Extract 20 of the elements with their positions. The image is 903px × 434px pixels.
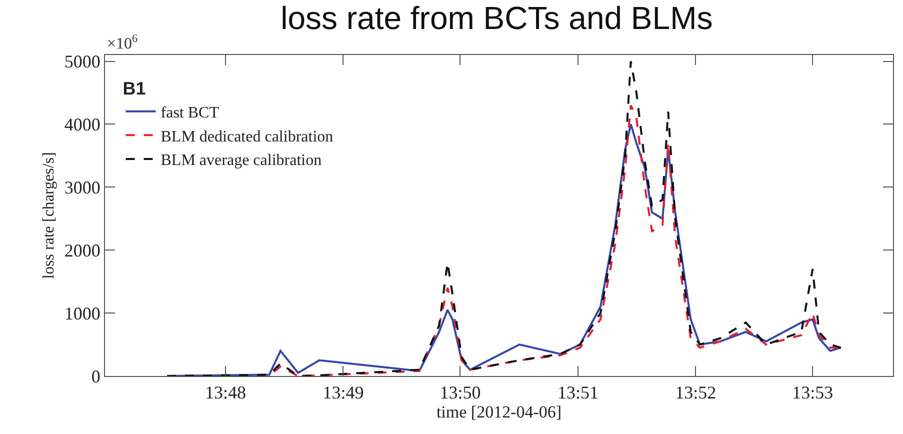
- x-tick-label: 13:49: [322, 382, 364, 403]
- legend-label: BLM dedicated calibration: [160, 128, 334, 146]
- x-tick-label: 13:50: [440, 382, 481, 403]
- legend-title: B1: [122, 78, 146, 98]
- text: ×10$^{6}$: [107, 33, 138, 53]
- y-tick-label: 1000: [64, 303, 100, 324]
- y-tick-label: 2000: [64, 240, 100, 260]
- x-axis-title: time [2012-04-06]: [436, 402, 562, 422]
- y-tick-label: 3000: [64, 177, 100, 198]
- legend-label: BLM average calibration: [160, 152, 322, 170]
- x-tick-label: 13:51: [557, 382, 598, 403]
- x-tick-label: 13:52: [675, 382, 716, 403]
- legend-label: fast BCT: [160, 104, 220, 122]
- x-tick-label: 13:53: [792, 382, 834, 403]
- y-tick-label: 0: [91, 366, 100, 386]
- chart-title: loss rate from BCTs and BLMs: [280, 0, 713, 36]
- x-tick-label: 13:48: [205, 382, 246, 403]
- y-tick-label: 5000: [64, 52, 100, 72]
- y-axis-title: loss rate [charges/s]: [40, 152, 58, 279]
- y-tick-label: 4000: [64, 114, 100, 135]
